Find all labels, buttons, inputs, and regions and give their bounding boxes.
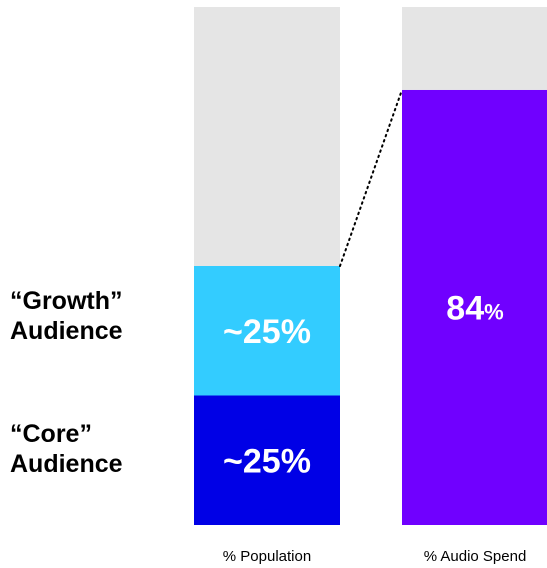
data-label: ~25% [223,313,311,351]
growth-audience-label-line1: “Growth” [10,287,123,315]
bar-segment [194,7,340,266]
bar-segment [402,89,547,525]
category-tick-label: % Population [223,548,311,565]
bar-segment [402,7,547,90]
bar-segment [194,266,340,396]
data-label: 84% [446,289,503,327]
core-audience-label-line1: “Core” [10,420,92,448]
growth-audience-label-line2: Audience [10,317,123,345]
growth-audience-label: “Growth” Audience [10,286,123,346]
core-audience-label-line2: Audience [10,450,123,478]
core-audience-label: “Core” Audience [10,419,123,479]
bar-segment [194,395,340,525]
data-label: ~25% [223,442,311,480]
category-tick-label: % Audio Spend [424,548,527,565]
connector-line [339,88,403,267]
